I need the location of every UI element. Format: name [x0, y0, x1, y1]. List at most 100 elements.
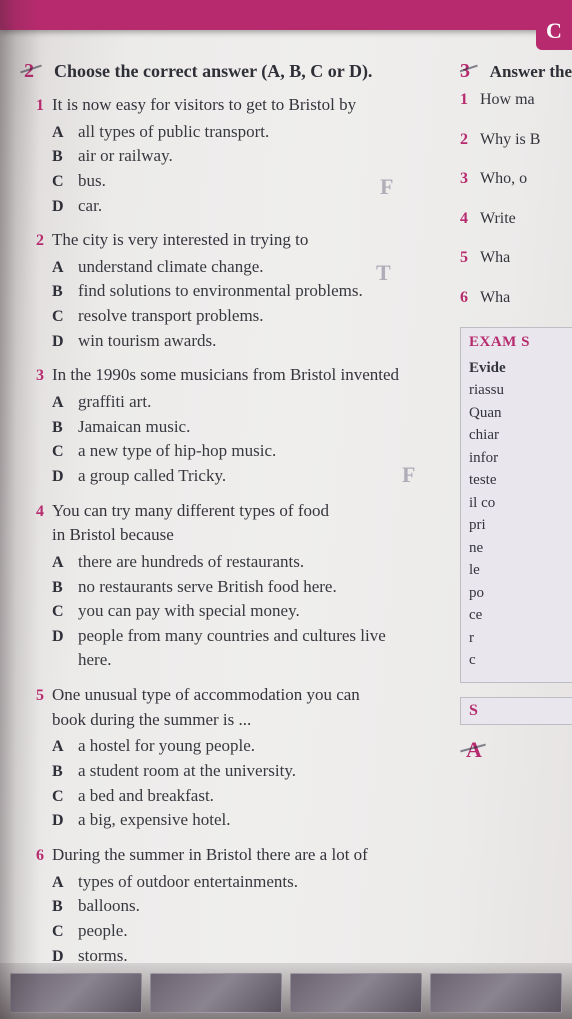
- option-letter: D: [52, 465, 70, 488]
- question-stem: in Bristol because: [52, 523, 174, 548]
- option-letter: C: [52, 920, 70, 943]
- content-area: 2 Choose the correct answer (A, B, C or …: [24, 60, 572, 963]
- section-header: 2 Choose the correct answer (A, B, C or …: [24, 60, 442, 83]
- exam-line: riassu: [469, 379, 571, 402]
- side-items-list: 1 How ma 2 Why is B 3 Who, o 4 Write 5 Wha 6Wha: [460, 89, 572, 309]
- option-text: understand climate change.: [78, 255, 264, 280]
- option-text: types of outdoor entertainments.: [78, 870, 298, 895]
- question-block: 5One unusual type of accommodation you c…: [24, 683, 442, 833]
- side-question-row: 1 How ma: [460, 89, 572, 111]
- question-number: 1: [24, 94, 44, 117]
- question-number: 5: [24, 684, 44, 707]
- s-box: S: [460, 697, 572, 725]
- side-question-row: 6Wha: [460, 287, 572, 309]
- option-text: here.: [78, 648, 112, 673]
- options-list: Athere are hundreds of restaurants.Bno r…: [24, 550, 442, 673]
- option-row: Cpeople.: [24, 919, 442, 944]
- side-question-text: How ma: [480, 89, 535, 111]
- exam-line: le: [469, 559, 571, 582]
- option-letter: B: [52, 895, 70, 918]
- option-row: Cyou can pay with special money.: [24, 599, 442, 624]
- question-stem-row: book during the summer is ...: [24, 708, 442, 733]
- option-row: Aall types of public transport.: [24, 120, 442, 145]
- option-text: a new type of hip-hop music.: [78, 439, 276, 464]
- option-text: people from many countries and cultures …: [78, 624, 386, 649]
- side-question-row: 2 Why is B: [460, 129, 572, 151]
- option-row: Bno restaurants serve British food here.: [24, 575, 442, 600]
- option-text: find solutions to environmental problems…: [78, 279, 363, 304]
- option-letter: B: [52, 760, 70, 783]
- question-stem: The city is very interested in trying to: [52, 228, 308, 253]
- side-column: 3 Answer the 1 How ma 2 Why is B 3 Who, o 4 Wri…: [460, 60, 572, 763]
- options-list: Aall types of public transport.Bair or r…: [24, 120, 442, 219]
- side-question-number: 1: [460, 89, 474, 111]
- question-stem-row: 4You can try many different types of foo…: [24, 499, 442, 524]
- top-color-bar: [0, 0, 572, 30]
- exam-subtitle: Evide: [469, 357, 571, 380]
- questions-list: 1It is now easy for visitors to get to B…: [24, 93, 442, 968]
- question-stem-row: 1It is now easy for visitors to get to B…: [24, 93, 442, 118]
- option-row: Atypes of outdoor entertainments.: [24, 870, 442, 895]
- option-row: Bair or railway.: [24, 144, 442, 169]
- thumbnail: [430, 973, 562, 1013]
- question-stem-row: 5One unusual type of accommodation you c…: [24, 683, 442, 708]
- options-list: Atypes of outdoor entertainments.Bballoo…: [24, 870, 442, 969]
- options-list: Agraffiti art.BJamaican music.Ca new typ…: [24, 390, 442, 489]
- option-text: graffiti art.: [78, 390, 151, 415]
- option-text: there are hundreds of restaurants.: [78, 550, 304, 575]
- option-row: Bfind solutions to environmental problem…: [24, 279, 442, 304]
- option-letter: C: [52, 785, 70, 808]
- side-section-title: Answer the: [490, 62, 572, 82]
- side-question-number: 3: [460, 168, 474, 190]
- option-text: balloons.: [78, 894, 140, 919]
- option-row: Bballoons.: [24, 894, 442, 919]
- question-number: 2: [24, 229, 44, 252]
- side-question-text: Why is B: [480, 129, 540, 151]
- option-letter: A: [52, 871, 70, 894]
- exam-line: infor: [469, 447, 571, 470]
- thumbnail: [150, 973, 282, 1013]
- side-question-number: 5: [460, 247, 474, 269]
- option-text: you can pay with special money.: [78, 599, 300, 624]
- exam-line: po: [469, 582, 571, 605]
- exam-line: teste: [469, 469, 571, 492]
- side-question-text: Who, o: [480, 168, 527, 190]
- side-question-row: 4 Write: [460, 208, 572, 230]
- option-letter: C: [52, 305, 70, 328]
- exam-line: il co: [469, 492, 571, 515]
- option-row: Dwin tourism awards.: [24, 329, 442, 354]
- option-letter: C: [52, 170, 70, 193]
- exam-box: EXAM S Evide riassuQuanchiarinfortesteil…: [460, 327, 572, 683]
- section-title: Choose the correct answer (A, B, C or D)…: [54, 61, 372, 82]
- option-text: people.: [78, 919, 128, 944]
- a-mark: A: [460, 737, 572, 763]
- option-letter: C: [52, 440, 70, 463]
- option-text: a group called Tricky.: [78, 464, 226, 489]
- option-row: Ba student room at the university.: [24, 759, 442, 784]
- option-text: win tourism awards.: [78, 329, 216, 354]
- option-text: no restaurants serve British food here.: [78, 575, 337, 600]
- option-letter: B: [52, 280, 70, 303]
- exam-line: c: [469, 649, 571, 672]
- exam-line: ce: [469, 604, 571, 627]
- question-stem-row: 2 The city is very interested in trying t…: [24, 228, 442, 253]
- option-letter: A: [52, 256, 70, 279]
- option-text: air or railway.: [78, 144, 173, 169]
- question-block: 6During the summer in Bristol there are …: [24, 843, 442, 968]
- option-row: Agraffiti art.: [24, 390, 442, 415]
- option-text: a hostel for young people.: [78, 734, 255, 759]
- question-block: 2 The city is very interested in trying t…: [24, 228, 442, 353]
- option-text: all types of public transport.: [78, 120, 269, 145]
- option-letter: A: [52, 735, 70, 758]
- option-text: resolve transport problems.: [78, 304, 264, 329]
- option-row: Cresolve transport problems.: [24, 304, 442, 329]
- side-question-text: Wha: [480, 247, 510, 269]
- option-row: Ca new type of hip-hop music.: [24, 439, 442, 464]
- option-letter: B: [52, 145, 70, 168]
- option-letter: B: [52, 416, 70, 439]
- side-question-text: Write: [480, 208, 516, 230]
- side-question-number: 4: [460, 208, 474, 230]
- side-question-number: 2: [460, 129, 474, 151]
- bottom-photo-strip: [0, 963, 572, 1019]
- option-row: here.: [24, 648, 442, 673]
